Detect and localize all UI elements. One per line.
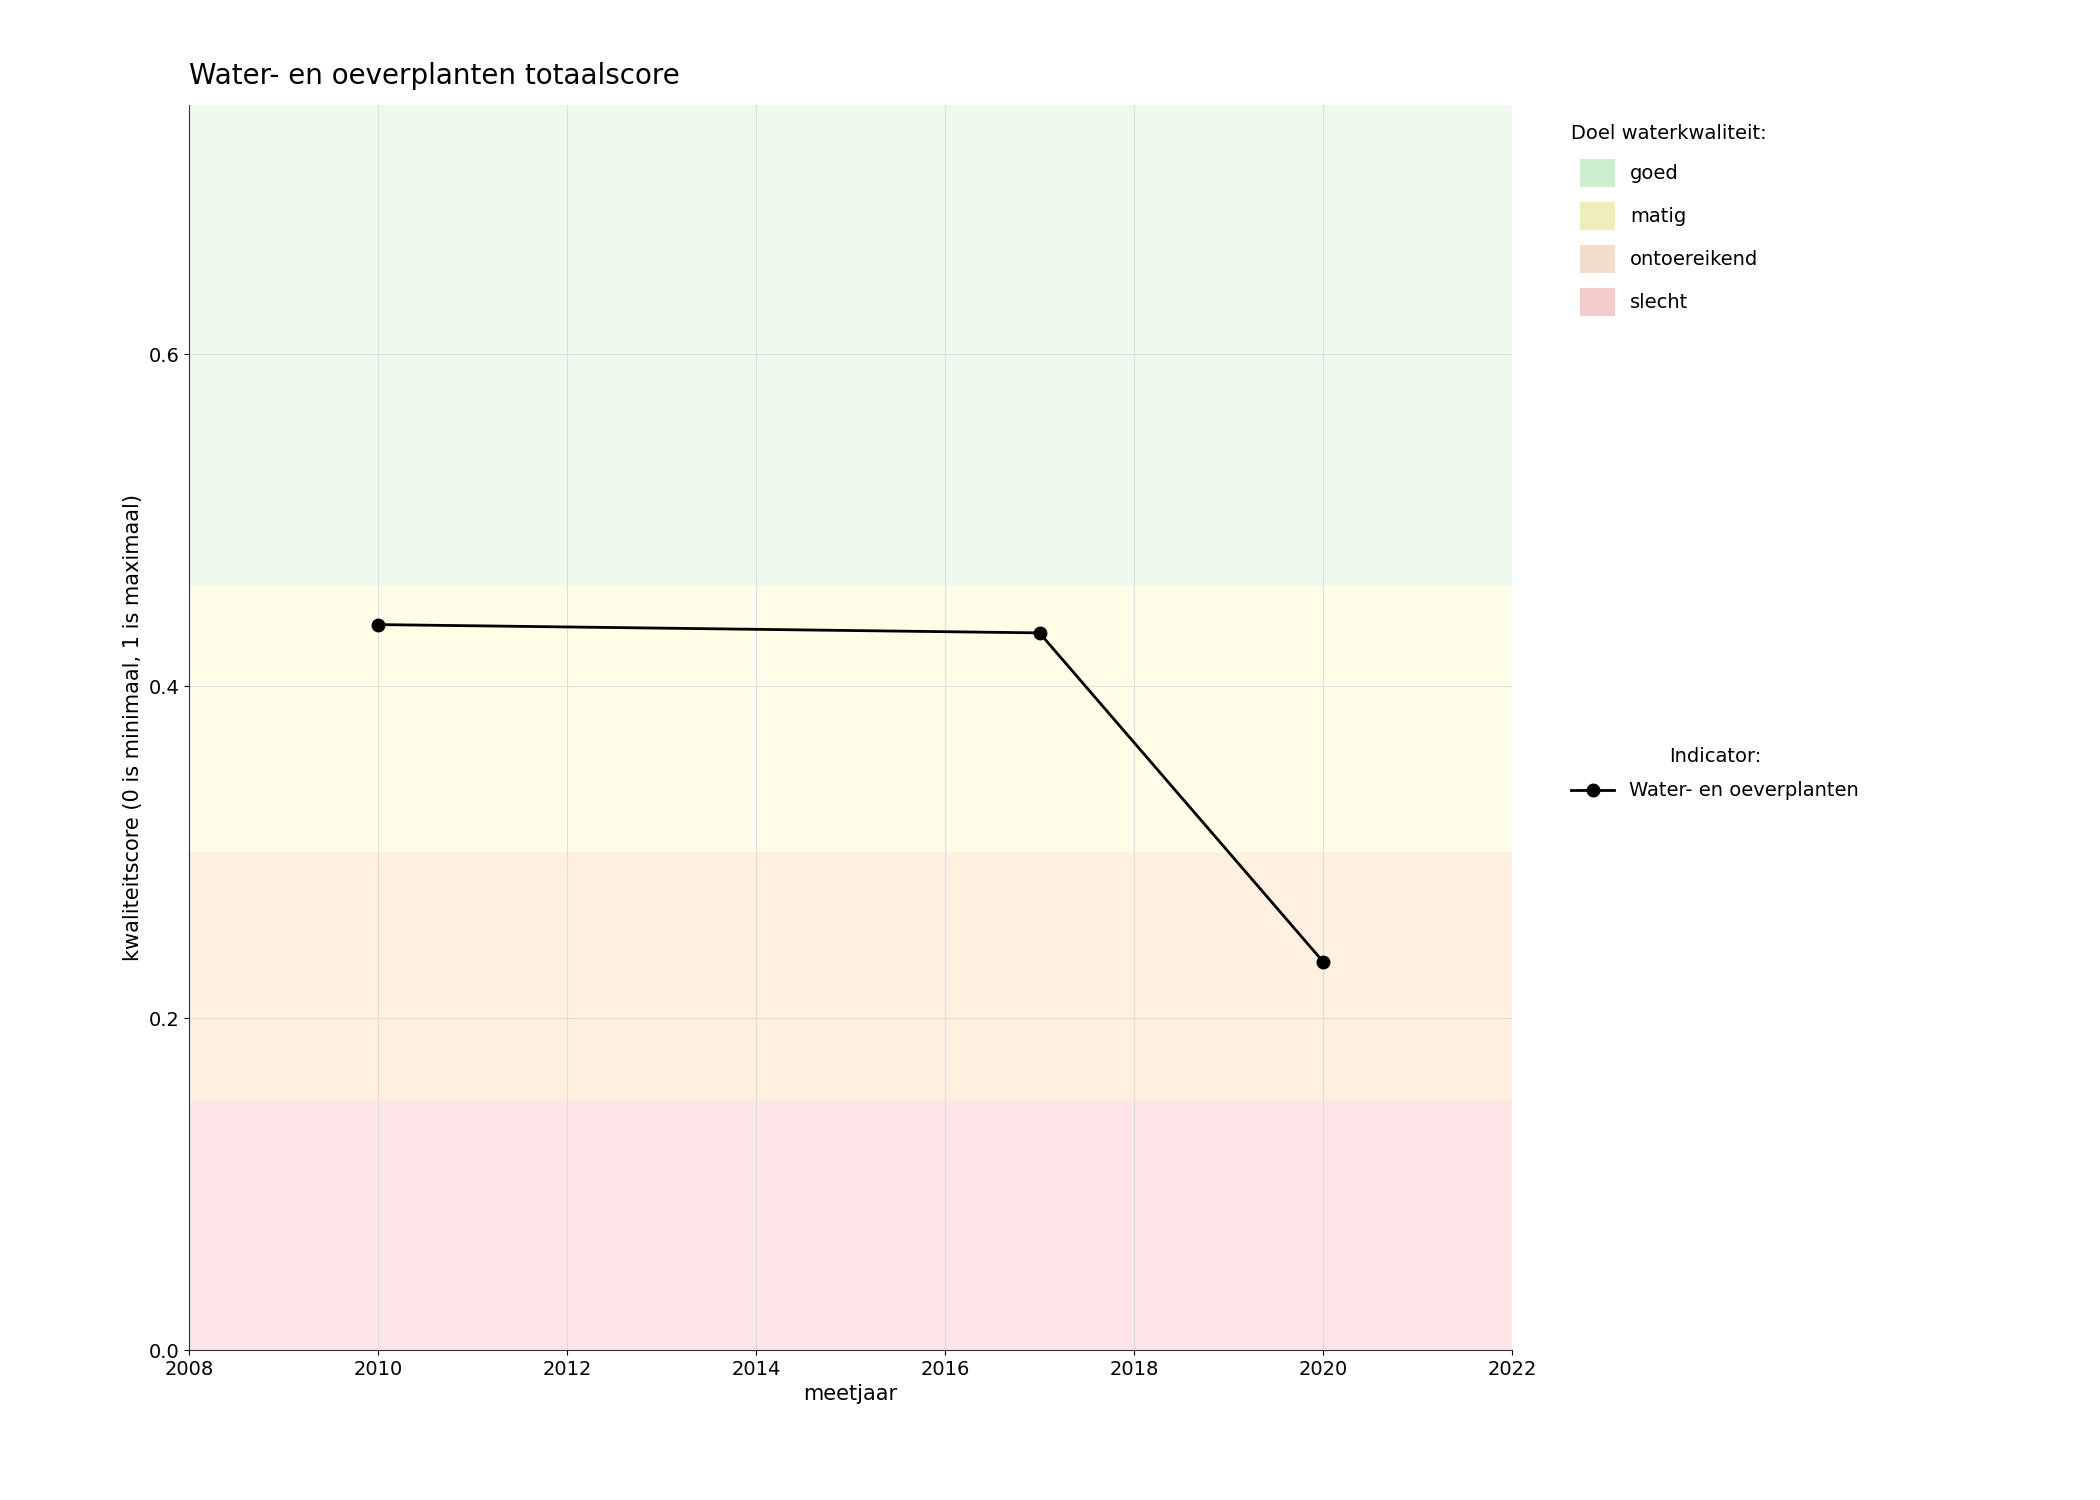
Bar [189, 1101, 1512, 1350]
X-axis label: meetjaar: meetjaar [804, 1384, 897, 1404]
Bar [189, 852, 1512, 1101]
Y-axis label: kwaliteitscore (0 is minimaal, 1 is maximaal): kwaliteitscore (0 is minimaal, 1 is maxi… [122, 494, 143, 962]
Bar [189, 105, 1512, 586]
Legend: Water- en oeverplanten: Water- en oeverplanten [1562, 736, 1869, 810]
Text: Water- en oeverplanten totaalscore: Water- en oeverplanten totaalscore [189, 62, 680, 90]
Bar [189, 586, 1512, 852]
